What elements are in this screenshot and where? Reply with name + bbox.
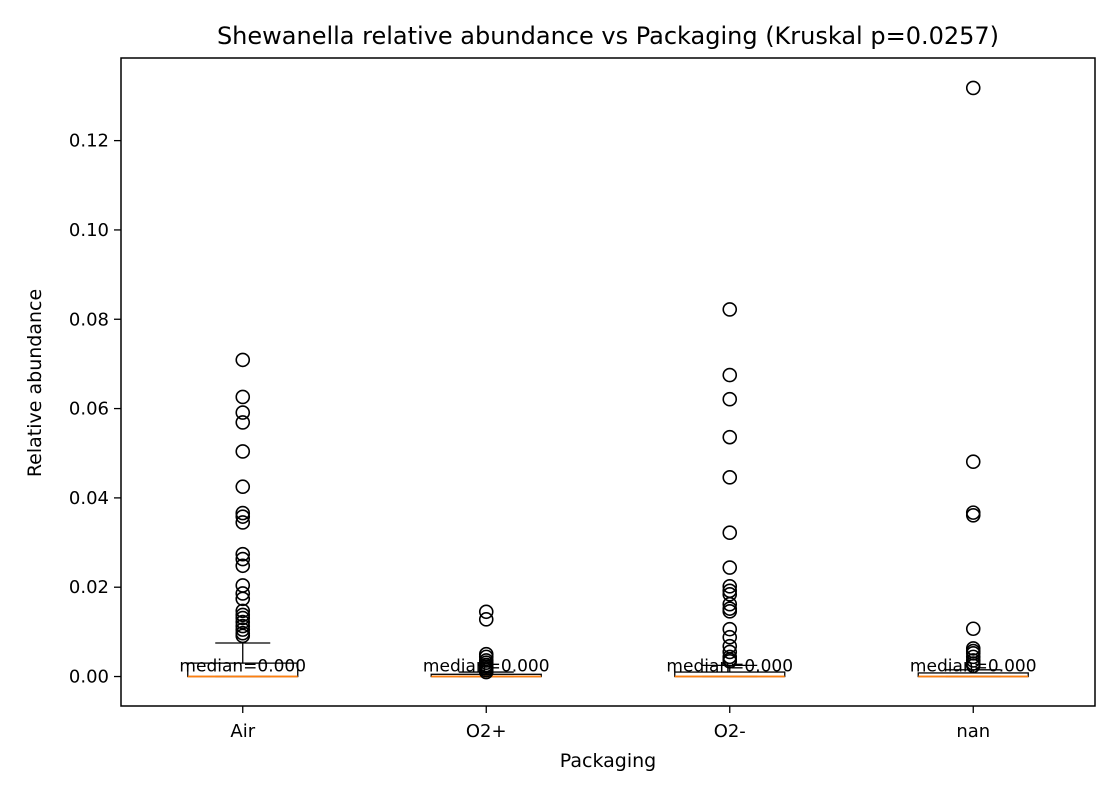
outlier-point bbox=[235, 628, 251, 644]
median-label: median=0.000 bbox=[423, 657, 550, 677]
outlier-point bbox=[235, 415, 251, 430]
outlier-point bbox=[235, 558, 251, 574]
outlier-point bbox=[722, 429, 738, 445]
median-label: median=0.000 bbox=[910, 657, 1037, 677]
outlier-point bbox=[722, 596, 738, 612]
outlier-point bbox=[235, 444, 251, 459]
outlier-point bbox=[722, 470, 738, 485]
median-label: median=0.000 bbox=[179, 657, 306, 677]
outlier-point bbox=[235, 546, 251, 562]
outlier-point bbox=[235, 591, 251, 607]
y-tick-label: 0.00 bbox=[69, 667, 109, 688]
outlier-point bbox=[722, 587, 738, 602]
outlier-point bbox=[722, 367, 738, 383]
outlier-point bbox=[235, 505, 251, 521]
box-group-o2: median=0.000 bbox=[423, 604, 550, 680]
outlier-point bbox=[722, 560, 738, 575]
outlier-point bbox=[965, 621, 981, 637]
outlier-point bbox=[722, 654, 738, 669]
outlier-point bbox=[722, 525, 738, 541]
outlier-point bbox=[965, 80, 981, 96]
y-tick-label: 0.04 bbox=[69, 488, 109, 509]
outlier-point bbox=[965, 508, 981, 523]
outlier-point bbox=[722, 302, 738, 317]
plot-area: 0.00 0.02 0.04 0.06 0.08 0.10 0.12 Air O2+ O2- nan… bbox=[69, 57, 1096, 742]
y-tick-label: 0.08 bbox=[69, 309, 109, 330]
outlier-point bbox=[235, 405, 251, 420]
outlier-point bbox=[722, 391, 738, 407]
x-tick-label: O2- bbox=[714, 721, 746, 742]
outlier-point bbox=[478, 612, 494, 627]
outlier-point bbox=[235, 603, 251, 619]
outlier-point bbox=[722, 604, 738, 619]
outlier-point bbox=[478, 664, 494, 680]
outlier-point bbox=[235, 509, 251, 524]
outlier-point bbox=[235, 551, 251, 567]
outlier-point bbox=[235, 352, 251, 368]
y-tick-label: 0.10 bbox=[69, 220, 109, 241]
x-axis-label: Packaging bbox=[560, 750, 656, 772]
outlier-point bbox=[478, 604, 494, 620]
outlier-point bbox=[722, 621, 738, 637]
outlier-point bbox=[235, 479, 251, 495]
outlier-point bbox=[235, 618, 251, 634]
x-tick-label: O2+ bbox=[466, 721, 507, 742]
outlier-point bbox=[235, 389, 251, 405]
outlier-point bbox=[235, 515, 251, 530]
outlier-point bbox=[965, 454, 981, 470]
x-tick-label: nan bbox=[956, 721, 990, 742]
plot-frame bbox=[120, 57, 1096, 707]
box-group-o2: median=0.000 bbox=[666, 302, 793, 678]
outlier-point bbox=[235, 622, 251, 637]
outlier-point bbox=[235, 610, 251, 626]
y-tick-label: 0.12 bbox=[69, 131, 109, 152]
box-group-air: median=0.000 bbox=[179, 352, 306, 678]
chart-title: Shewanella relative abundance vs Packagi… bbox=[217, 22, 999, 50]
y-axis-label: Relative abundance bbox=[24, 289, 46, 477]
y-tick-label: 0.02 bbox=[69, 577, 109, 598]
outlier-point bbox=[235, 614, 251, 630]
y-tick-label: 0.06 bbox=[69, 399, 109, 420]
outlier-point bbox=[965, 658, 981, 674]
outlier-point bbox=[722, 579, 738, 594]
x-tick-label: Air bbox=[230, 721, 255, 742]
outlier-point bbox=[722, 629, 738, 645]
median-label: median=0.000 bbox=[666, 657, 793, 677]
outlier-point bbox=[235, 586, 251, 601]
outlier-point bbox=[965, 649, 981, 665]
outlier-point bbox=[722, 644, 738, 660]
box-group-nan: median=0.000 bbox=[910, 80, 1037, 678]
